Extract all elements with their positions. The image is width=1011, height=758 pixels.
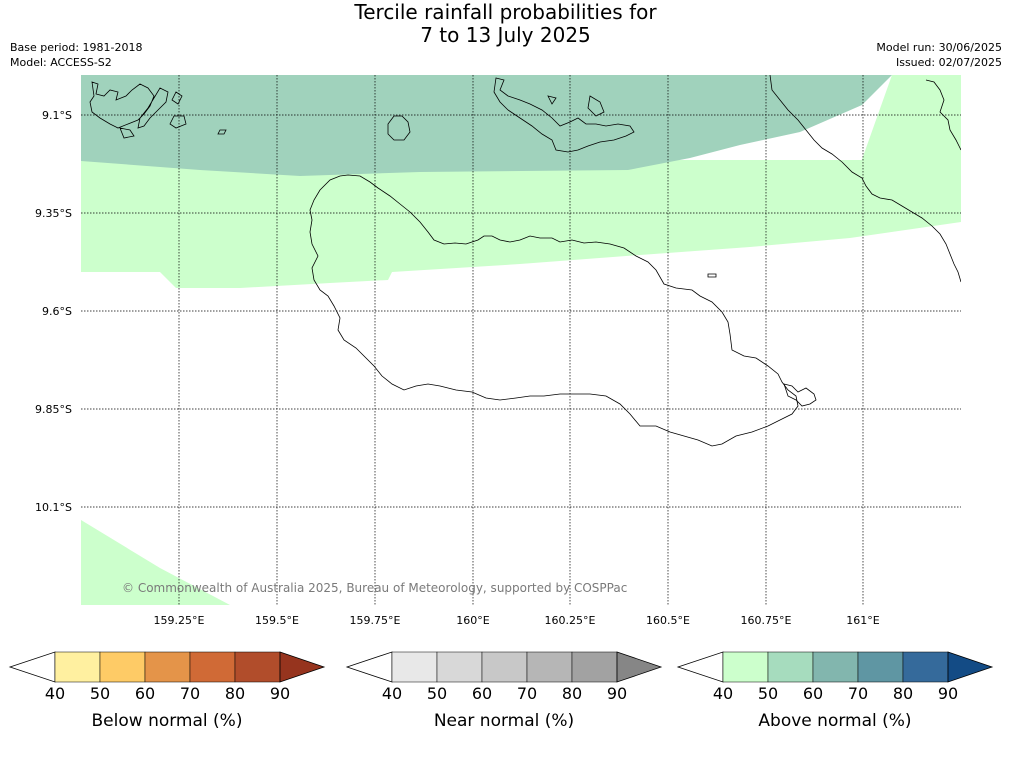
lon-label: 160°E bbox=[456, 614, 489, 627]
lon-label: 159.25°E bbox=[154, 614, 205, 627]
lon-label: 160.75°E bbox=[741, 614, 792, 627]
colorbar-extend-arrow bbox=[616, 651, 663, 683]
colorbar-label: Near normal (%) bbox=[434, 711, 574, 731]
colorbar-tick: 80 bbox=[225, 684, 245, 703]
colorbar-near-normal: 40 50 60 70 80 90 Near normal (%) bbox=[345, 651, 663, 731]
colorbar-extend-arrow bbox=[947, 651, 994, 683]
colorbar-label: Below normal (%) bbox=[92, 711, 243, 731]
copyright-notice: © Commonwealth of Australia 2025, Bureau… bbox=[122, 581, 627, 595]
colorbar-tick: 90 bbox=[607, 684, 627, 703]
above-normal-50-60-region bbox=[81, 75, 892, 176]
colorbar-segment bbox=[99, 651, 146, 683]
lat-label: 9.1°S bbox=[42, 109, 72, 122]
colorbar-above-normal: 40 50 60 70 80 90 Above normal (%) bbox=[676, 651, 994, 731]
above-normal-40-50-region-lower-left bbox=[81, 520, 230, 605]
coastline-island-small-1 bbox=[387, 115, 411, 141]
lon-label: 160.5°E bbox=[646, 614, 690, 627]
coastlines bbox=[89, 75, 961, 447]
colorbar-tick: 70 bbox=[180, 684, 200, 703]
colorbar-segment bbox=[391, 651, 438, 683]
map-panel: © Commonwealth of Australia 2025, Bureau… bbox=[81, 75, 961, 605]
colorbar-tick: 60 bbox=[135, 684, 155, 703]
colorbar-tick: 50 bbox=[758, 684, 778, 703]
colorbar-tick: 50 bbox=[427, 684, 447, 703]
coastline-islands-northwest bbox=[89, 81, 227, 139]
lon-label: 161°E bbox=[846, 614, 879, 627]
colorbar-segment bbox=[189, 651, 236, 683]
above-normal-40-50-region bbox=[81, 160, 961, 288]
colorbar-segment bbox=[902, 651, 949, 683]
title-line-2: 7 to 13 July 2025 bbox=[420, 23, 591, 47]
colorbar-segment bbox=[526, 651, 573, 683]
colorbar-tick: 40 bbox=[45, 684, 65, 703]
colorbar-tick: 50 bbox=[90, 684, 110, 703]
title-line-1: Tercile rainfall probabilities for bbox=[354, 0, 657, 24]
colorbar-segment bbox=[767, 651, 814, 683]
colorbar-tick: 80 bbox=[893, 684, 913, 703]
lon-label: 159.5°E bbox=[255, 614, 299, 627]
lon-label: 159.75°E bbox=[350, 614, 401, 627]
colorbar-segment bbox=[144, 651, 191, 683]
coastline-southeast-islets bbox=[783, 383, 817, 407]
above-normal-40-50-region-upper-right bbox=[860, 75, 961, 165]
gridlines bbox=[81, 75, 961, 605]
colorbar-tick: 70 bbox=[848, 684, 868, 703]
colorbar-tick: 80 bbox=[562, 684, 582, 703]
colorbar-segment bbox=[54, 651, 101, 683]
coastline-malaita bbox=[769, 75, 961, 283]
colorbar-extend-arrow bbox=[279, 651, 326, 683]
colorbar-segment bbox=[481, 651, 528, 683]
lon-label: 160.25°E bbox=[545, 614, 596, 627]
colorbar-tick: 60 bbox=[803, 684, 823, 703]
base-period: Base period: 1981-2018 bbox=[10, 41, 143, 54]
model-run: Model run: 30/06/2025 bbox=[876, 41, 1002, 54]
colorbar-tick: 70 bbox=[517, 684, 537, 703]
colorbar-segment bbox=[722, 651, 769, 683]
colorbar-label: Above normal (%) bbox=[758, 711, 911, 731]
lon-labels: 159.25°E 159.5°E 159.75°E 160°E 160.25°E… bbox=[154, 614, 880, 627]
model-name: Model: ACCESS-S2 bbox=[10, 56, 112, 69]
colorbar-tick: 60 bbox=[472, 684, 492, 703]
coastline-guadalcanal bbox=[309, 174, 799, 447]
colorbar-tick: 40 bbox=[713, 684, 733, 703]
colorbar-tick: 90 bbox=[270, 684, 290, 703]
colorbar-segment bbox=[812, 651, 859, 683]
colorbar-segment bbox=[571, 651, 618, 683]
colorbar-tick: 40 bbox=[382, 684, 402, 703]
colorbar-tick: 90 bbox=[938, 684, 958, 703]
colorbar-segment bbox=[857, 651, 904, 683]
coastline-florida-islands bbox=[493, 77, 635, 153]
lat-label: 9.85°S bbox=[35, 403, 72, 416]
coastline-islet-east bbox=[707, 273, 717, 278]
colorbar-below-normal: 40 50 60 70 80 90 Below normal (%) bbox=[8, 651, 326, 731]
issued-date: Issued: 02/07/2025 bbox=[895, 56, 1002, 69]
colorbar-segment bbox=[436, 651, 483, 683]
lat-label: 9.6°S bbox=[42, 305, 72, 318]
lat-label: 10.1°S bbox=[35, 501, 72, 514]
coastline-malaita-north bbox=[925, 79, 961, 151]
lat-label: 9.35°S bbox=[35, 207, 72, 220]
colorbar-segment bbox=[234, 651, 281, 683]
lat-labels: 9.1°S 9.35°S 9.6°S 9.85°S 10.1°S bbox=[35, 109, 72, 514]
